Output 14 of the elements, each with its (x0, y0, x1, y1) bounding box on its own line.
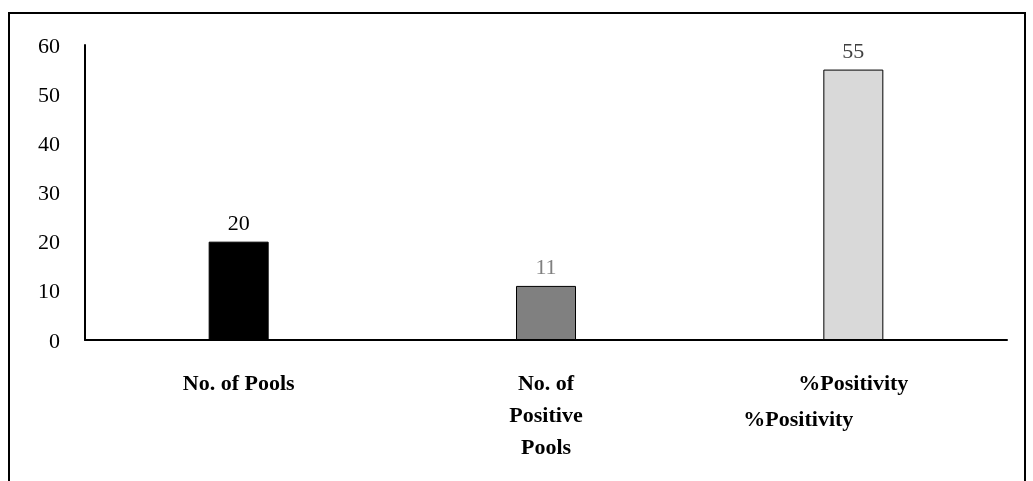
y-tick-label: 10 (38, 278, 60, 304)
y-tick-label: 0 (49, 327, 60, 353)
text: %Positivity (743, 405, 854, 431)
data-label: 11 (535, 254, 557, 280)
x-tick-label: No. of Positive Pools (509, 369, 583, 459)
x-tick-label: %Positivity (798, 369, 909, 395)
y-tick-label: 30 (38, 180, 60, 205)
x-tick-label: No. of Pools (182, 369, 296, 395)
y-tick-label: 50 (38, 81, 60, 107)
y-tick-label: 20 (38, 229, 60, 255)
data-label: 20 (227, 210, 250, 236)
y-tick-label: 60 (38, 32, 60, 58)
data-label: 55 (842, 38, 865, 64)
y-tick-label: 40 (38, 130, 60, 156)
